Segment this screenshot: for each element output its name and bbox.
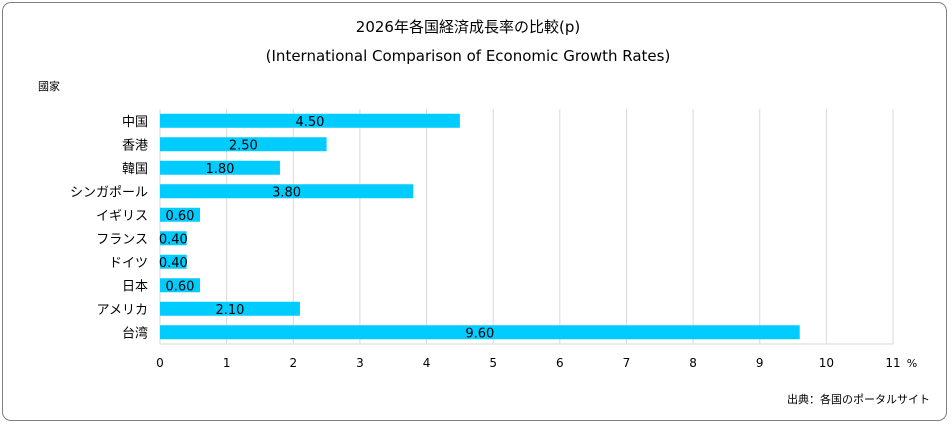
value-label: 3.80 (272, 185, 301, 200)
bar (160, 254, 187, 269)
category-label: 中国 (122, 115, 148, 130)
bars (160, 113, 800, 340)
bar (160, 113, 460, 128)
x-tick-label: 11 (885, 356, 900, 370)
category-label: ドイツ (109, 256, 148, 271)
bar (160, 278, 200, 293)
source-note: 出典：各国のポータルサイト (787, 392, 930, 406)
x-tick-label: 5 (489, 356, 497, 370)
bar (160, 184, 414, 199)
value-label: 0.40 (159, 232, 188, 247)
bar (160, 137, 327, 152)
x-tick-label: 0 (156, 356, 164, 370)
bar (160, 160, 280, 175)
x-tick-label: 6 (556, 356, 564, 370)
value-label: 2.10 (215, 303, 244, 318)
category-label: シンガポール (70, 185, 148, 200)
x-tick-label: 9 (756, 356, 764, 370)
value-labels: 4.50 2.50 1.80 3.80 0.60 0.40 0.40 0.60 2.10 9.60 (159, 115, 494, 342)
x-tick-label: 3 (356, 356, 364, 370)
x-tick-label: 4 (423, 356, 431, 370)
x-axis-unit: % (907, 357, 917, 370)
category-label: 韓国 (122, 162, 148, 177)
x-tick-label: 2 (289, 356, 297, 370)
chart-subtitle: (International Comparison of Economic Gr… (266, 47, 671, 65)
chart-title: 2026年各国経済成長率の比較(p) (356, 18, 580, 36)
x-tick-label: 1 (223, 356, 231, 370)
bar (160, 231, 187, 246)
category-label: アメリカ (97, 303, 148, 318)
value-label: 9.60 (465, 326, 494, 341)
value-label: 1.80 (205, 162, 234, 177)
value-label: 0.60 (166, 209, 195, 224)
y-axis-label: 國家 (38, 79, 60, 93)
category-label: 日本 (122, 279, 148, 294)
value-label: 2.50 (229, 138, 258, 153)
category-label: 台湾 (122, 325, 148, 341)
category-label: フランス (96, 232, 148, 247)
x-tick-label: 8 (689, 356, 697, 370)
value-label: 0.60 (166, 279, 195, 294)
bar (160, 325, 800, 340)
value-label: 0.40 (159, 256, 188, 271)
category-label: 香港 (122, 138, 148, 153)
x-tick-label: 7 (623, 356, 631, 370)
value-label: 4.50 (295, 115, 324, 130)
bar (160, 301, 300, 316)
category-label: イギリス (96, 209, 148, 224)
x-tick-labels: 0 1 2 3 4 5 6 7 8 9 10 11 (156, 356, 900, 370)
bar (160, 207, 200, 222)
x-tick-label: 10 (819, 356, 834, 370)
